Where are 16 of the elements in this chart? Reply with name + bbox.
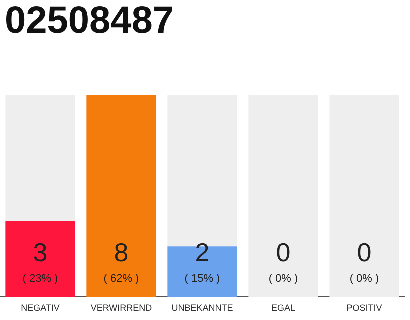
annotation: 0 — [357, 237, 372, 268]
annotation: ( 0% ) — [268, 273, 298, 286]
x-tick-label: NEGATIV — [21, 303, 60, 314]
annotation: ( 62% ) — [104, 273, 140, 286]
data-label: 3 — [33, 237, 48, 268]
annotation: ( 0% ) — [350, 273, 380, 286]
annotation: ( 23% ) — [22, 273, 58, 286]
data-label: 2 — [195, 237, 210, 268]
x-tick-label: EGAL — [271, 303, 296, 314]
annotation: 0 — [276, 237, 291, 268]
data-label: 8 — [114, 237, 129, 268]
x-tick-label: UNBEKANNTE — [172, 303, 234, 314]
x-tick-label: POSITIV — [346, 303, 382, 314]
annotation: ( 15% ) — [184, 273, 220, 286]
chart-title: 02508487 — [5, 0, 174, 43]
x-tick-label: VERWIRREND — [90, 303, 153, 314]
